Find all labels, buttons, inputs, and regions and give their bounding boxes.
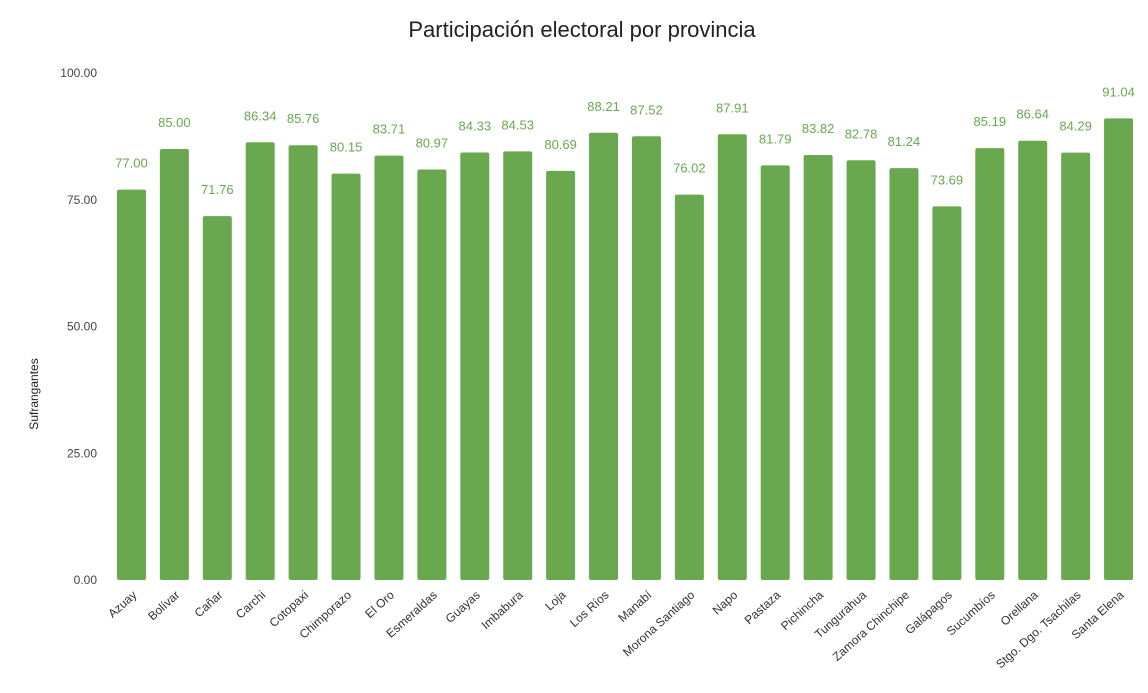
- bar[interactable]: [1018, 140, 1048, 580]
- bar[interactable]: [460, 152, 490, 580]
- bar[interactable]: [202, 216, 232, 580]
- bar[interactable]: [760, 165, 790, 580]
- data-label: 76.02: [673, 161, 706, 176]
- data-label: 85.00: [158, 115, 191, 130]
- data-label: 85.19: [974, 114, 1007, 129]
- bar[interactable]: [417, 169, 447, 580]
- y-tick-label: 100.00: [60, 66, 97, 80]
- bars-group: [116, 118, 1134, 581]
- bar[interactable]: [717, 134, 747, 580]
- data-label: 73.69: [931, 172, 964, 187]
- data-label: 80.15: [330, 140, 363, 155]
- y-axis: 0.00 25.00 50.00 75.00 100.00: [60, 66, 97, 587]
- bar[interactable]: [1061, 152, 1091, 580]
- data-label: 81.24: [888, 134, 921, 149]
- bar[interactable]: [331, 173, 361, 580]
- x-tick-label: Pastaza: [742, 588, 784, 628]
- x-tick-label: Carchi: [233, 588, 268, 622]
- data-label: 87.52: [630, 102, 663, 117]
- x-tick-label: Cañar: [192, 588, 226, 620]
- data-label: 81.79: [759, 131, 792, 146]
- data-label: 84.29: [1059, 119, 1092, 134]
- bar[interactable]: [245, 142, 275, 580]
- x-tick-label: Bolívar: [145, 588, 182, 623]
- data-label: 83.82: [802, 121, 835, 136]
- y-tick-label: 75.00: [67, 193, 97, 207]
- x-tick-label: Zamora Chinchipe: [830, 588, 912, 664]
- x-tick-label: Napo: [710, 588, 741, 618]
- bar[interactable]: [674, 194, 704, 580]
- data-label: 84.53: [501, 117, 534, 132]
- x-tick-label: Morona Santiago: [620, 588, 698, 660]
- data-label: 80.69: [544, 137, 577, 152]
- data-label: 86.64: [1016, 107, 1049, 122]
- data-label: 86.34: [244, 108, 277, 123]
- x-tick-label: Los Ríos: [567, 588, 612, 630]
- data-label: 87.91: [716, 100, 749, 115]
- data-label: 85.76: [287, 111, 320, 126]
- data-labels-group: 77.00 85.00 71.76 86.34 85.76 80.15 83.71 80.97…: [115, 84, 1135, 197]
- x-axis: Azuay Bolívar Cañar CarchiCotopaxiChimporaz…: [105, 587, 1126, 671]
- y-tick-label: 0.00: [74, 573, 98, 587]
- bar[interactable]: [975, 148, 1005, 580]
- bar[interactable]: [589, 132, 619, 580]
- x-tick-label: Manabí: [615, 587, 655, 625]
- data-label: 91.04: [1102, 84, 1135, 99]
- data-label: 77.00: [115, 156, 148, 171]
- bar[interactable]: [889, 168, 919, 580]
- x-tick-label: Loja: [542, 588, 568, 614]
- data-label: 83.71: [373, 122, 406, 137]
- bar[interactable]: [546, 170, 576, 580]
- x-tick-label: Imbabura: [479, 588, 526, 633]
- bar[interactable]: [846, 160, 876, 580]
- bar[interactable]: [116, 189, 146, 581]
- bar[interactable]: [288, 145, 318, 581]
- data-label: 71.76: [201, 182, 234, 197]
- data-label: 84.33: [459, 118, 492, 133]
- bar[interactable]: [631, 136, 661, 580]
- bar[interactable]: [803, 155, 833, 580]
- y-tick-label: 25.00: [67, 446, 97, 460]
- y-axis-label: Sufrangantes: [27, 358, 41, 429]
- bar[interactable]: [374, 155, 404, 580]
- y-tick-label: 50.00: [67, 320, 97, 334]
- bar[interactable]: [1104, 118, 1134, 581]
- data-label: 88.21: [587, 99, 620, 114]
- bar[interactable]: [503, 151, 533, 580]
- x-tick-label: Azuay: [105, 588, 139, 621]
- bar[interactable]: [159, 149, 189, 581]
- data-label: 80.97: [416, 135, 449, 150]
- bar[interactable]: [932, 206, 962, 580]
- chart-title: Participación electoral por provincia: [408, 17, 756, 42]
- x-tick-label: El Oro: [362, 588, 397, 621]
- x-tick-label: Guayas: [443, 588, 483, 626]
- data-label: 82.78: [845, 126, 878, 141]
